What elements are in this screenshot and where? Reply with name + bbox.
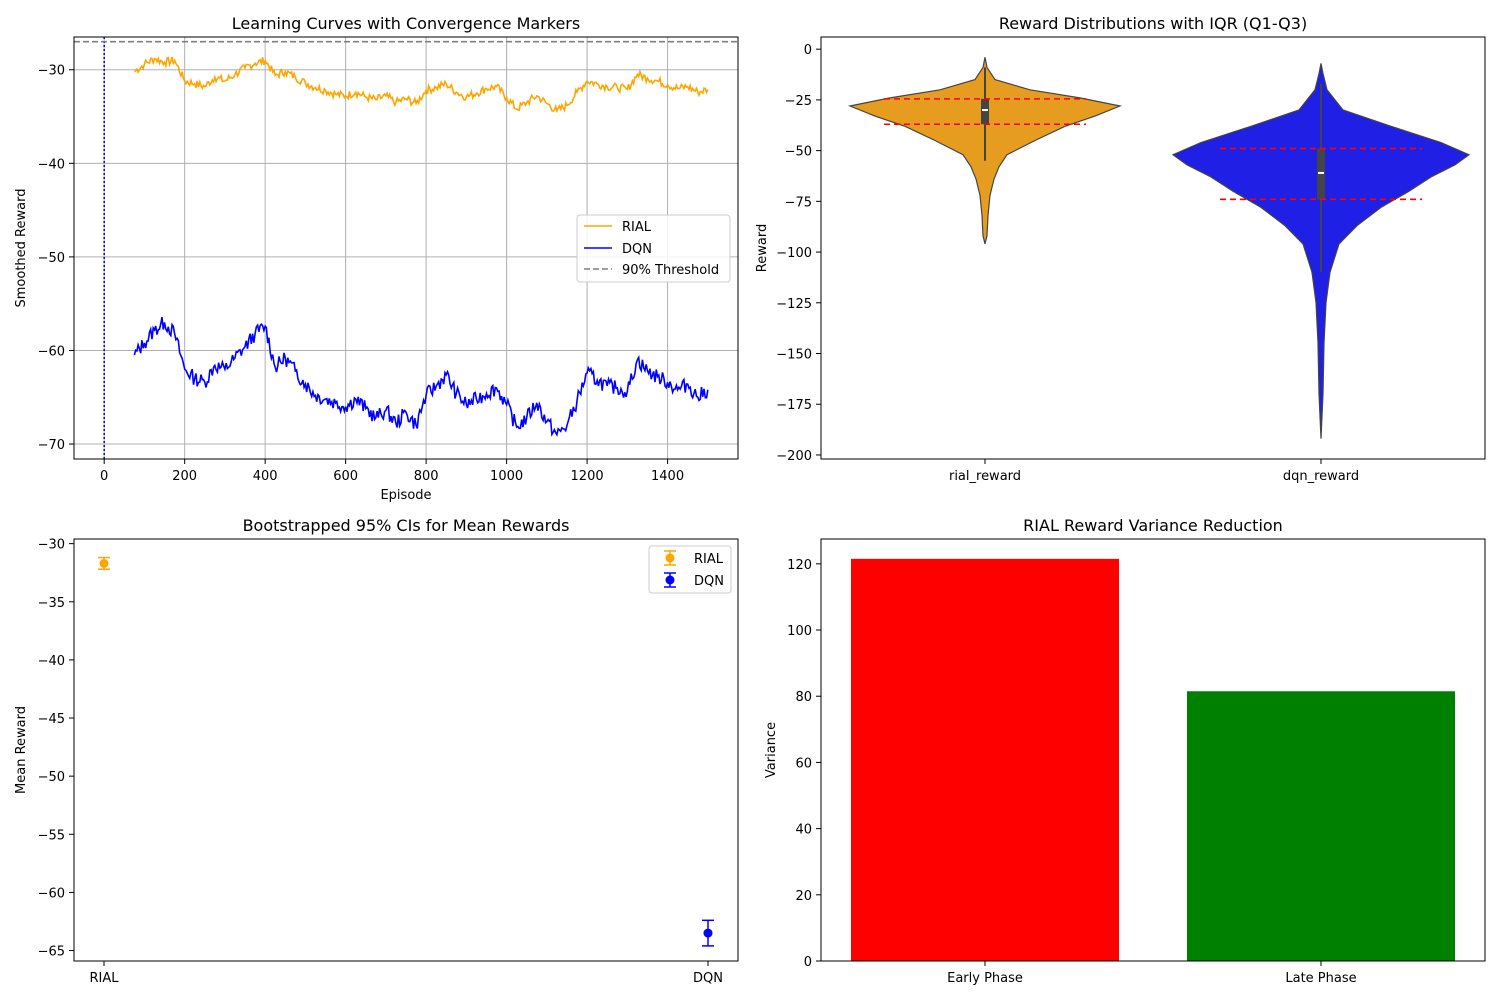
violin-iqr-box — [1317, 148, 1325, 200]
variance-bar — [851, 558, 1119, 961]
x-tick-label: Early Phase — [947, 971, 1023, 986]
x-tick-label: RIAL — [89, 971, 119, 986]
bootstrapped-ci-axes-frame — [73, 538, 739, 962]
dqn-series-line — [133, 316, 709, 437]
x-tick-label: Late Phase — [1285, 971, 1356, 986]
x-tick-label: 0 — [100, 469, 108, 484]
reward-distributions-chart: Reward Distributions with IQR (Q1-Q3) 0 −… — [755, 14, 1486, 484]
mean-marker — [703, 928, 713, 938]
y-tick-label: −200 — [776, 449, 812, 464]
learning-curves-xlabel: Episode — [380, 488, 431, 503]
y-tick-label: −65 — [38, 945, 65, 960]
y-tick-label: −35 — [38, 596, 65, 611]
y-tick-label: −25 — [785, 94, 812, 109]
mean-marker — [99, 558, 109, 568]
variance-reduction-title: RIAL Reward Variance Reduction — [1023, 516, 1283, 535]
legend-marker-dot — [665, 553, 675, 563]
bootstrapped-ci-ylabel: Mean Reward — [14, 706, 29, 794]
reward-distributions-ylabel: Reward — [755, 224, 770, 272]
y-tick-label: −70 — [38, 438, 65, 453]
y-tick-label: 100 — [787, 624, 812, 639]
legend-threshold-label: 90% Threshold — [622, 263, 719, 278]
y-tick-label: −150 — [776, 348, 812, 363]
legend-frame — [576, 214, 731, 283]
x-tick-label: rial_reward — [949, 469, 1021, 484]
y-tick-label: −45 — [38, 712, 65, 727]
learning-curves-ylabel: Smoothed Reward — [14, 189, 29, 308]
y-tick-label: 20 — [795, 889, 812, 904]
reward-distributions-title: Reward Distributions with IQR (Q1-Q3) — [999, 14, 1307, 33]
learning-curves-legend: RIAL DQN 90% Threshold — [576, 214, 731, 283]
iqr-lines — [884, 98, 1422, 201]
bootstrapped-ci-ticks: −30 −35 −40 −45 −50 −55 −60 −65 RIAL DQN — [38, 538, 723, 986]
x-tick-label: 1400 — [651, 469, 684, 484]
variance-reduction-ticks: 0 20 40 60 80 100 120 Early Phase Late Phase — [787, 558, 1356, 986]
rial-series-line — [133, 55, 709, 114]
learning-curves-chart: Learning Curves with Convergence Markers… — [14, 14, 739, 503]
y-tick-label: −40 — [38, 654, 65, 669]
legend-rial-marker — [664, 550, 676, 566]
x-tick-label: 600 — [333, 469, 358, 484]
y-tick-label: −75 — [785, 195, 812, 210]
y-tick-label: 60 — [795, 756, 812, 771]
legend-dqn-label: DQN — [622, 242, 652, 257]
x-tick-label: dqn_reward — [1283, 469, 1359, 484]
y-tick-label: 80 — [795, 690, 812, 705]
y-tick-label: −175 — [776, 398, 812, 413]
ci-marks — [98, 556, 714, 947]
y-tick-label: −60 — [38, 344, 65, 359]
x-tick-label: 1200 — [571, 469, 604, 484]
y-tick-label: −100 — [776, 246, 812, 261]
legend-rial-label: RIAL — [622, 220, 652, 235]
violin-iqr-box — [981, 98, 989, 125]
x-tick-label: 1000 — [490, 469, 523, 484]
x-tick-label: 200 — [172, 469, 197, 484]
variance-bars — [851, 558, 1455, 961]
variance-bar — [1187, 691, 1455, 961]
bootstrapped-ci-legend: RIAL DQN — [648, 545, 732, 594]
x-tick-label: DQN — [693, 971, 723, 986]
reward-distributions-ticks: 0 −25 −50 −75 −100 −125 −150 −175 −200 rial_rewar… — [776, 43, 1359, 484]
bootstrapped-ci-chart: Bootstrapped 95% CIs for Mean Rewards −3… — [14, 516, 739, 986]
y-tick-label: −125 — [776, 297, 812, 312]
legend-dqn-marker — [664, 572, 676, 588]
x-tick-label: 400 — [253, 469, 278, 484]
y-tick-label: −30 — [38, 538, 65, 553]
variance-reduction-axes-frame — [820, 538, 1486, 962]
reward-distributions-axes-frame — [820, 36, 1486, 460]
y-tick-label: 120 — [787, 558, 812, 573]
bootstrapped-ci-title: Bootstrapped 95% CIs for Mean Rewards — [243, 516, 570, 535]
y-tick-label: −50 — [38, 251, 65, 266]
learning-curves-ticks: 0 200 400 600 800 1000 1200 1400 −30 −40 −50 −60 −70 — [38, 64, 685, 484]
y-tick-label: −60 — [38, 886, 65, 901]
y-tick-label: −40 — [38, 157, 65, 172]
x-tick-label: 800 — [414, 469, 439, 484]
learning-curves-axes-frame — [73, 36, 739, 460]
legend-dqn-label: DQN — [694, 574, 724, 589]
y-tick-label: 0 — [804, 955, 812, 970]
y-tick-label: −55 — [38, 828, 65, 843]
learning-curves-title: Learning Curves with Convergence Markers — [232, 14, 580, 33]
variance-reduction-chart: RIAL Reward Variance Reduction 0 20 40 60 80… — [764, 516, 1486, 986]
y-tick-label: 0 — [804, 43, 812, 58]
variance-reduction-ylabel: Variance — [764, 722, 779, 778]
violin-inner-boxes — [981, 67, 1325, 273]
y-tick-label: −50 — [785, 145, 812, 160]
y-tick-label: 40 — [795, 823, 812, 838]
legend-rial-label: RIAL — [694, 552, 724, 567]
legend-marker-dot — [665, 575, 675, 585]
y-tick-label: −50 — [38, 770, 65, 785]
y-tick-label: −30 — [38, 64, 65, 79]
